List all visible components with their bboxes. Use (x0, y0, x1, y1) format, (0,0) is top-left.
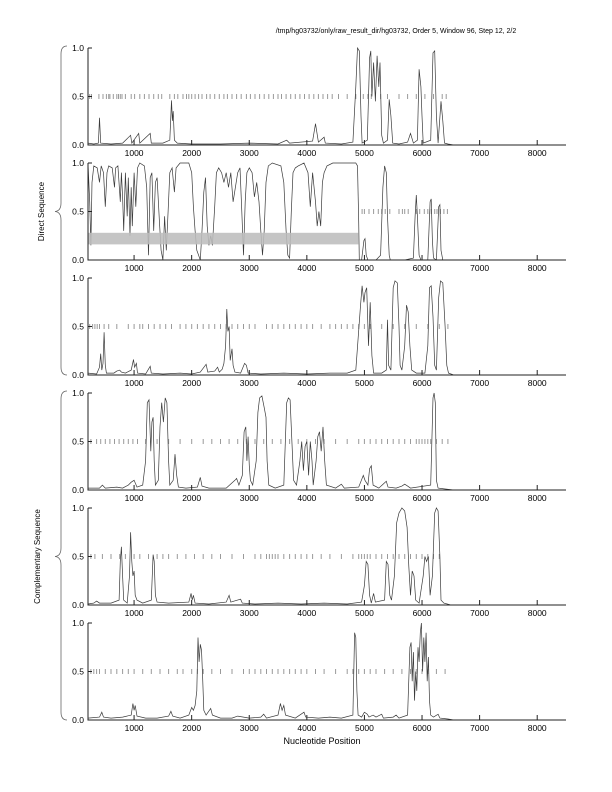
panel-axes (87, 163, 566, 261)
panel-axes (87, 508, 566, 606)
y-tick-label: 0.5 (72, 552, 84, 562)
direct-sequence-brace (54, 45, 68, 376)
y-tick-label: 1.0 (72, 503, 84, 513)
x-tick-label: 2000 (182, 608, 201, 618)
x-tick-label: 8000 (528, 608, 547, 618)
probability-curve-direct-2 (87, 162, 454, 261)
y-tick-label: 0.0 (72, 715, 84, 725)
x-tick-label: 3000 (240, 148, 259, 158)
y-tick-label: 0.5 (72, 322, 84, 332)
x-tick-label: 5000 (355, 148, 374, 158)
x-tick-label: 6000 (413, 608, 432, 618)
x-tick-label: 1000 (125, 723, 144, 733)
x-tick-label: 7000 (470, 608, 489, 618)
x-tick-label: 2000 (182, 493, 201, 503)
complementary-sequence-label: Complementary Sequence (33, 509, 42, 604)
probability-curve-direct-1 (87, 46, 454, 146)
x-tick-label: 7000 (470, 148, 489, 158)
x-tick-label: 3000 (240, 493, 259, 503)
x-tick-label: 1000 (125, 378, 144, 388)
y-tick-label: 1.0 (72, 158, 84, 168)
probability-curve-complementary-3 (87, 622, 454, 721)
y-tick-label: 0.0 (72, 255, 84, 265)
x-tick-label: 4000 (297, 723, 316, 733)
x-tick-label: 4000 (297, 493, 316, 503)
y-tick-label: 0.5 (72, 437, 84, 447)
probability-curve-direct-3 (87, 280, 454, 376)
x-tick-label: 3000 (240, 608, 259, 618)
chart-title: /tmp/hg03732/only/raw_result_dir/hg03732… (276, 28, 517, 35)
x-tick-label: 8000 (528, 148, 547, 158)
y-tick-label: 0.5 (72, 667, 84, 677)
x-tick-label: 7000 (470, 723, 489, 733)
probability-curve-complementary-2 (87, 507, 451, 606)
x-tick-label: 2000 (182, 378, 201, 388)
x-tick-label: 5000 (355, 493, 374, 503)
y-tick-label: 1.0 (72, 43, 84, 53)
x-tick-label: 5000 (355, 378, 374, 388)
x-tick-label: 4000 (297, 608, 316, 618)
x-tick-label: 1000 (125, 493, 144, 503)
x-tick-label: 1000 (125, 148, 144, 158)
x-tick-label: 5000 (355, 723, 374, 733)
x-tick-label: 3000 (240, 263, 259, 273)
x-tick-label: 3000 (240, 378, 259, 388)
x-axis-title: Nucleotide Position (283, 736, 360, 746)
x-tick-label: 6000 (413, 148, 432, 158)
x-tick-label: 7000 (470, 493, 489, 503)
x-tick-label: 8000 (528, 263, 547, 273)
x-tick-label: 2000 (182, 263, 201, 273)
x-tick-label: 6000 (413, 493, 432, 503)
x-tick-label: 7000 (470, 263, 489, 273)
x-tick-label: 6000 (413, 723, 432, 733)
x-tick-label: 3000 (240, 723, 259, 733)
y-tick-label: 0.0 (72, 485, 84, 495)
x-tick-label: 4000 (297, 263, 316, 273)
y-tick-label: 0.0 (72, 140, 84, 150)
x-tick-label: 2000 (182, 723, 201, 733)
y-tick-label: 0.0 (72, 370, 84, 380)
x-tick-label: 5000 (355, 263, 374, 273)
x-tick-label: 1000 (125, 608, 144, 618)
x-tick-label: 6000 (413, 263, 432, 273)
y-tick-label: 1.0 (72, 273, 84, 283)
x-tick-label: 8000 (528, 378, 547, 388)
complementary-sequence-brace (54, 390, 68, 721)
x-tick-label: 2000 (182, 148, 201, 158)
x-tick-label: 4000 (297, 148, 316, 158)
x-tick-label: 1000 (125, 263, 144, 273)
panel-group: 0.0 0.5 1.0 1000 2000 3000 4000 5000 6000 7000 800… (72, 43, 566, 733)
x-tick-label: 8000 (528, 723, 547, 733)
probability-curve-complementary-1 (88, 392, 454, 491)
panel-axes (87, 48, 566, 146)
y-tick-label: 0.5 (72, 207, 84, 217)
shaded-band (88, 232, 359, 245)
y-tick-label: 0.5 (72, 92, 84, 102)
x-tick-label: 6000 (413, 378, 432, 388)
y-tick-label: 1.0 (72, 618, 84, 628)
y-tick-label: 1.0 (72, 388, 84, 398)
y-tick-label: 0.0 (72, 600, 84, 610)
direct-sequence-label: Direct Sequence (37, 181, 46, 241)
x-tick-label: 8000 (528, 493, 547, 503)
x-tick-label: 4000 (297, 378, 316, 388)
x-tick-label: 5000 (355, 608, 374, 618)
x-tick-label: 7000 (470, 378, 489, 388)
